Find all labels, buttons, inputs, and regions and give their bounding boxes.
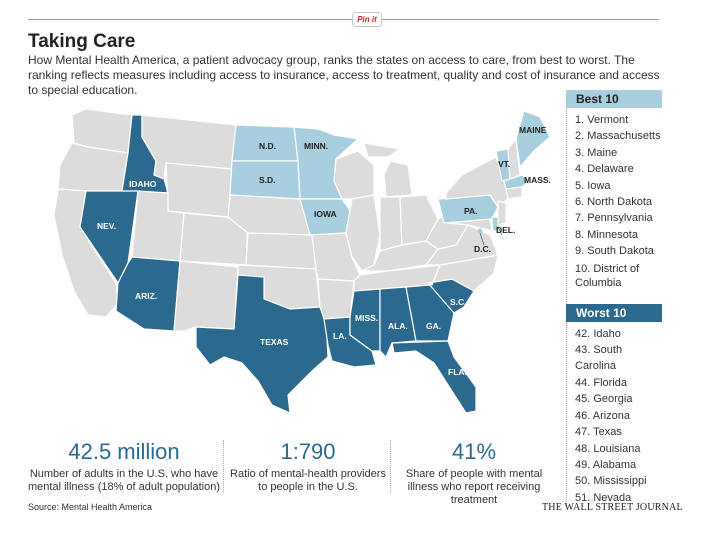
label-minn: MINN. [304, 141, 328, 151]
list-item: 51. Nevada [575, 491, 632, 504]
stat-text: Ratio of mental-health providers to peop… [230, 468, 386, 493]
state-connecticut [505, 186, 523, 200]
dc-leader [479, 232, 485, 246]
state-new-jersey [497, 200, 507, 226]
label-texas: TEXAS [260, 337, 289, 347]
state-maine [515, 110, 551, 168]
list-item: 45. Georgia [575, 393, 633, 406]
worst-10-header: Worst 10 [566, 303, 662, 322]
list-item: 47. Texas [575, 426, 622, 439]
list-item: 3. Maine [575, 146, 618, 159]
description: How Mental Health America, a patient adv… [28, 53, 660, 97]
divider [390, 440, 391, 492]
stat-adults: 42.5 million Number of adults in the U.S… [28, 440, 220, 494]
list-item: 8. Minnesota [575, 228, 638, 241]
state-new-mexico [173, 260, 239, 332]
page-title: Taking Care [28, 31, 136, 52]
stat-text: Share of people with mental illness who … [405, 468, 543, 506]
label-fla: FLA. [448, 367, 467, 377]
best-10-list: 1. Vermont 2. Massachusetts 3. Maine 4. … [566, 108, 662, 304]
label-nd: N.D. [259, 141, 276, 151]
list-item: 50. Mississippi [575, 475, 647, 488]
list-item: 42. Idaho [575, 327, 621, 340]
label-miss: MISS. [355, 313, 378, 323]
label-pa: PA. [464, 206, 478, 216]
stat-treatment: 41% Share of people with mental illness … [395, 440, 553, 507]
best-10-header: Best 10 [566, 90, 662, 108]
label-dc: D.C. [474, 244, 491, 254]
us-map: N.D. MINN. S.D. IOWA MAINE VT. MASS. PA.… [53, 108, 551, 414]
list-item: 4. Delaware [575, 163, 634, 176]
state-wyoming [165, 162, 233, 218]
stat-value: 42.5 million [68, 439, 180, 464]
stat-ratio: 1:790 Ratio of mental-health providers t… [228, 440, 388, 494]
divider [223, 440, 224, 492]
list-item: 43. South Carolina [575, 344, 623, 373]
label-ala: ALA. [388, 321, 408, 331]
label-iowa: IOWA [314, 209, 337, 219]
state-texas [195, 274, 329, 414]
list-item: 2. Massachusetts [575, 130, 661, 143]
label-ariz: ARIZ. [135, 291, 157, 301]
del-leader [497, 226, 503, 236]
list-item: 5. Iowa [575, 179, 611, 192]
state-arkansas [317, 278, 355, 320]
stat-value: 41% [451, 439, 497, 464]
list-item: 7. Pennsylvania [575, 212, 653, 225]
list-item: 1. Vermont [575, 114, 629, 126]
label-nev: NEV. [97, 221, 116, 231]
label-maine: MAINE [519, 125, 547, 135]
label-vt: VT. [498, 159, 510, 169]
label-sd: S.D. [259, 175, 276, 185]
source-note: Source: Mental Health America [28, 502, 153, 512]
state-indiana [379, 196, 403, 252]
state-florida [391, 340, 477, 414]
state-kansas [245, 232, 317, 270]
state-maryland [447, 218, 493, 232]
pin-it-button[interactable]: Pin it [352, 12, 382, 27]
label-del: DEL. [496, 225, 515, 235]
list-item: 10. District of Columbia [575, 262, 640, 289]
label-mass: MASS. [524, 175, 551, 185]
label-sc: S.C. [450, 297, 467, 307]
label-la: LA. [333, 331, 347, 341]
list-item: 44. Florida [575, 376, 627, 389]
list-item: 9. South Dakota [575, 245, 654, 258]
label-idaho: IDAHO [129, 179, 157, 189]
stat-value: 1:790 [280, 439, 336, 464]
label-ga: GA. [426, 321, 441, 331]
state-dc [477, 228, 483, 234]
list-item: 46. Arizona [575, 409, 631, 422]
state-wisconsin [333, 150, 375, 200]
list-item: 6. North Dakota [575, 196, 653, 209]
state-massachusetts [503, 174, 531, 190]
stat-text: Number of adults in the U.S. who have me… [28, 468, 221, 493]
top-rule [28, 19, 659, 20]
rankings-panel: Best 10 1. Vermont 2. Massachusetts 3. M… [566, 90, 662, 507]
state-michigan [363, 142, 413, 198]
list-item: 49. Alabama [575, 458, 637, 471]
list-item: 48. Louisiana [575, 442, 641, 455]
worst-10-list: 42. Idaho 43. South Carolina 44. Florida… [566, 321, 662, 507]
publisher-logo: THE WALL STREET JOURNAL [542, 502, 683, 513]
